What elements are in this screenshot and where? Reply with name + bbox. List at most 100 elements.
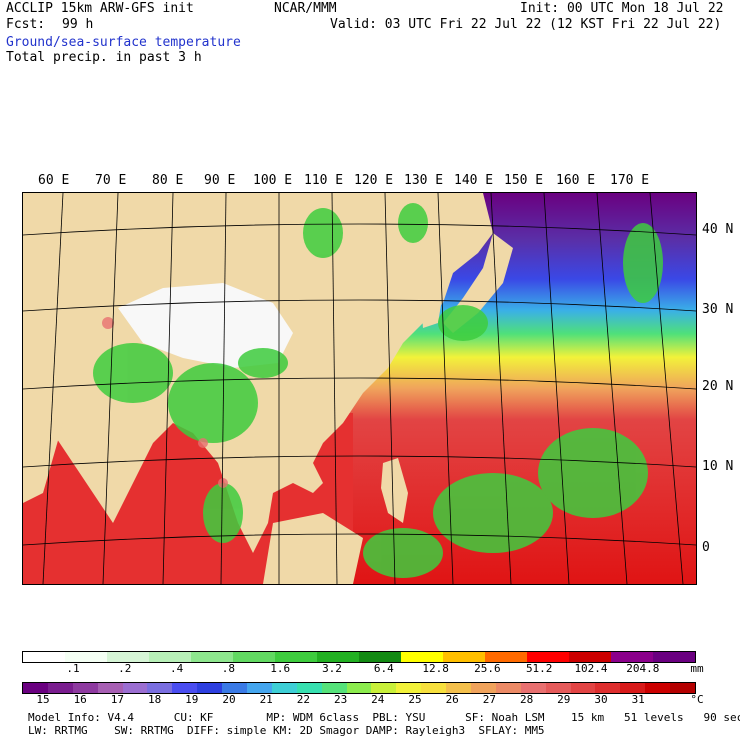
temperature-unit: °C: [690, 693, 704, 706]
colorbar-segment: [172, 683, 198, 693]
colorbar-segment: [570, 683, 596, 693]
lon-label: 70 E: [95, 173, 127, 188]
colorbar-label: 3.2: [322, 662, 342, 675]
lon-label: 160 E: [556, 173, 596, 188]
colorbar-label: 29: [557, 693, 571, 706]
colorbar-segment: [47, 683, 73, 693]
land-philippines: [381, 458, 408, 523]
model-info-line1: Model Info: V4.4 CU: KF MP: WDM 6class P…: [28, 711, 740, 724]
colorbar-label: 17: [110, 693, 125, 706]
lat-label: 40 N: [702, 222, 734, 237]
colorbar-segment: [595, 683, 621, 693]
lon-label: 150 E: [504, 173, 544, 188]
colorbar-segment: [149, 652, 191, 662]
colorbar-label: 31: [631, 693, 645, 706]
colorbar-segment: [485, 652, 527, 662]
colorbar-label: 27: [482, 693, 497, 706]
colorbar-segment: [611, 652, 653, 662]
colorbar-segment: [275, 652, 317, 662]
valid-time: Valid: 03 UTC Fri 22 Jul 22 (12 KST Fri …: [330, 17, 722, 32]
colorbar-label: 26: [445, 693, 459, 706]
colorbar-segment: [545, 683, 571, 693]
colorbar-label: 22: [296, 693, 311, 706]
colorbar-label: 23: [333, 693, 348, 706]
map-image: [23, 193, 696, 584]
field-title-precip: Total precip. in past 3 h: [6, 50, 202, 65]
colorbar-label: 51.2: [525, 662, 553, 675]
colorbar-segment: [670, 683, 696, 693]
temperature-colorbar: [22, 682, 696, 694]
colorbar-segment: [495, 683, 521, 693]
colorbar-label: 24: [371, 693, 385, 706]
colorbar-segment: [271, 683, 297, 693]
colorbar-segment: [396, 683, 422, 693]
lat-label: 0: [702, 540, 710, 555]
precip-unit: mm: [690, 662, 704, 675]
colorbar-segment: [371, 683, 397, 693]
precip-heavy: [102, 317, 228, 488]
colorbar-label: 30: [594, 693, 608, 706]
colorbar-segment: [23, 652, 65, 662]
colorbar-label: 19: [185, 693, 199, 706]
colorbar-segment: [443, 652, 485, 662]
forecast-hour: 99 h: [62, 17, 94, 32]
colorbar-label: .1: [66, 662, 80, 675]
colorbar-segment: [653, 652, 695, 662]
lon-label: 140 E: [454, 173, 494, 188]
forecast-label: Fcst:: [6, 17, 46, 32]
colorbar-segment: [620, 683, 646, 693]
model-info-line2: LW: RRTMG SW: RRTMG DIFF: simple KM: 2D …: [28, 724, 545, 737]
colorbar-segment: [65, 652, 107, 662]
colorbar-label: 16: [73, 693, 87, 706]
colorbar-label: 12.8: [422, 662, 449, 675]
colorbar-segment: [107, 652, 149, 662]
colorbar-segment: [421, 683, 447, 693]
colorbar-segment: [296, 683, 322, 693]
colorbar-segment: [247, 683, 272, 693]
precip-colorbar: [22, 651, 696, 663]
colorbar-segment: [520, 683, 546, 693]
land-arabia: [23, 383, 63, 503]
colorbar-segment: [321, 683, 347, 693]
colorbar-segment: [233, 652, 275, 662]
colorbar-label: 25: [408, 693, 422, 706]
lat-label: 30 N: [702, 302, 734, 317]
colorbar-label: 18: [147, 693, 162, 706]
colorbar-segment: [72, 683, 98, 693]
lon-label: 110 E: [304, 173, 344, 188]
colorbar-segment: [401, 652, 443, 662]
colorbar-label: 15: [36, 693, 50, 706]
colorbar-label: 102.4: [574, 662, 608, 675]
lon-label: 100 E: [253, 173, 293, 188]
colorbar-label: 6.4: [373, 662, 394, 675]
field-title-temperature: Ground/sea-surface temperature: [6, 35, 241, 50]
colorbar-segment: [569, 652, 611, 662]
colorbar-segment: [446, 683, 472, 693]
colorbar-segment: [97, 683, 123, 693]
colorbar-label: .4: [169, 662, 184, 675]
lon-label: 60 E: [38, 173, 70, 188]
lat-label: 20 N: [702, 379, 734, 394]
graticule: [23, 193, 696, 584]
colorbar-segment: [317, 652, 359, 662]
land-korea: [421, 288, 443, 328]
init-time: Init: 00 UTC Mon 18 Jul 22: [520, 1, 724, 16]
colorbar-segment: [191, 652, 233, 662]
colorbar-segment: [222, 683, 248, 693]
colorbar-label: 25.6: [474, 662, 501, 675]
colorbar-segment: [346, 683, 372, 693]
model-title: ACCLIP 15km ARW-GFS init: [6, 1, 194, 16]
colorbar-segment: [527, 652, 569, 662]
colorbar-segment: [147, 683, 173, 693]
lon-label: 130 E: [404, 173, 444, 188]
lon-label: 120 E: [354, 173, 394, 188]
colorbar-label: .8: [221, 662, 236, 675]
colorbar-segment: [359, 652, 401, 662]
map-panel: [22, 192, 697, 585]
colorbar-segment: [645, 683, 671, 693]
organization: NCAR/MMM: [274, 1, 337, 16]
land-indonesia: [263, 513, 363, 584]
lon-label: 170 E: [610, 173, 650, 188]
lon-label: 90 E: [204, 173, 236, 188]
lon-label: 80 E: [152, 173, 184, 188]
